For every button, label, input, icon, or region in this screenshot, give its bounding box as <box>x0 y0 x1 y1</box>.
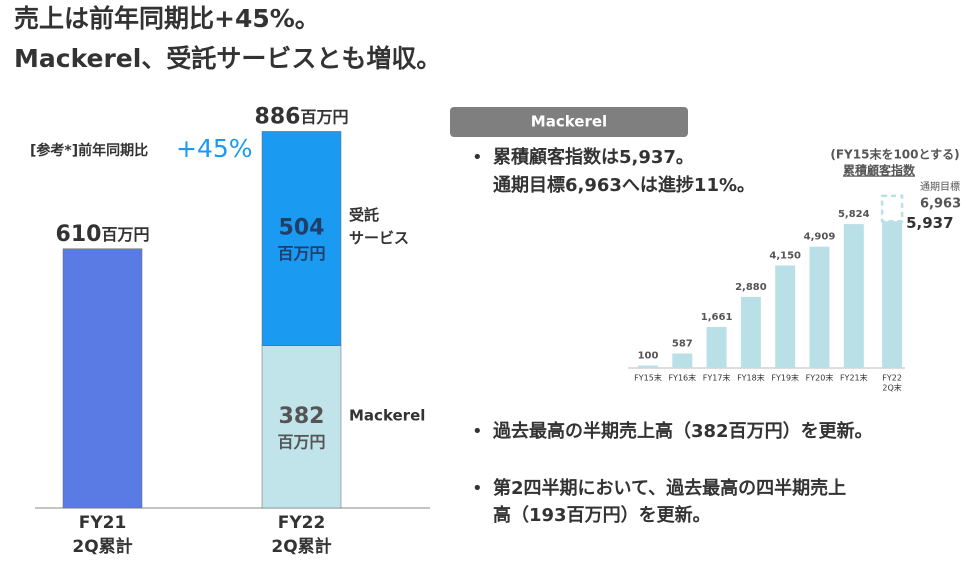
bar <box>775 265 796 368</box>
bullet-dot: • <box>472 147 483 168</box>
total-unit: 百万円 <box>300 107 348 126</box>
bar <box>706 326 727 368</box>
x-tick-label: FY15末 <box>634 373 662 383</box>
legend-label: Mackerel <box>349 406 425 424</box>
value-label: 5,824 <box>838 209 870 220</box>
bullet-text: 通期目標6,963へは進捗11%。 <box>493 174 755 196</box>
bar-segment <box>261 131 342 346</box>
segment-value: 504 <box>279 216 325 241</box>
value-label: 2,880 <box>735 282 767 293</box>
x-tick-label: FY16末 <box>668 373 696 383</box>
tag: Mackerel <box>531 113 607 131</box>
value-label: 587 <box>672 338 693 349</box>
value-label: 5,937 <box>906 214 953 232</box>
x-tick-label: FY22 <box>882 374 902 383</box>
segment-value: 382 <box>279 404 325 429</box>
bullet-text: 高（193百万円）を更新。 <box>493 504 711 526</box>
bar <box>740 296 761 368</box>
value-label: 4,909 <box>804 232 836 243</box>
x-tick-label: FY18末 <box>737 373 765 383</box>
annotation-label: [参考*]前年同期比 <box>30 142 148 159</box>
title: Mackerel、受託サービスとも増収。 <box>14 44 441 73</box>
segment-unit: 百万円 <box>277 432 325 451</box>
bar <box>809 246 830 368</box>
x-tick-label: FY21末 <box>840 373 868 383</box>
tag-box <box>450 107 688 137</box>
chart-subtitle: 累積顧客指数 <box>843 163 916 178</box>
x-tick-label: FY20末 <box>806 373 834 383</box>
value-label: 1,661 <box>701 312 733 323</box>
x-tick-label: FY21 <box>79 513 127 533</box>
value-label: 100 <box>638 351 659 362</box>
bullet-text: 過去最高の半期売上高（382百万円）を更新。 <box>493 420 873 442</box>
bullet-dot: • <box>472 478 483 499</box>
bar <box>843 224 864 368</box>
value-label: 4,150 <box>769 250 801 261</box>
x-tick-label: FY17末 <box>703 373 731 383</box>
legend-label: サービス <box>349 229 409 247</box>
total-label: 610百万円 <box>56 222 150 247</box>
bar-segment <box>62 248 143 509</box>
x-tick-label: FY22 <box>278 513 326 533</box>
target-bar <box>880 194 904 223</box>
title: 売上は前年同期比+45%。 <box>14 4 320 33</box>
bar <box>882 221 903 368</box>
target-value: 6,963 <box>920 197 961 212</box>
chart-title: (FY15末を100とする) <box>830 147 959 162</box>
total-unit: 百万円 <box>101 224 149 243</box>
bullet-text: 累積顧客指数は5,937。 <box>493 146 694 168</box>
x-tick-label: 2Q累計 <box>271 536 331 557</box>
bar-segment <box>261 345 342 509</box>
total-value: 886 <box>255 104 301 129</box>
bullet-dot: • <box>472 421 483 442</box>
x-tick-label: 2Q末 <box>882 383 901 393</box>
legend-label: 受託 <box>349 206 379 224</box>
annotation-value: +45% <box>176 134 253 163</box>
total-label: 886百万円 <box>255 104 349 129</box>
target-label: 通期目標 <box>920 180 960 193</box>
bullet-text: 第2四半期において、過去最高の四半期売上 <box>493 477 846 499</box>
x-tick-label: 2Q累計 <box>72 536 132 557</box>
x-tick-label: FY19末 <box>771 373 799 383</box>
segment-unit: 百万円 <box>277 244 325 263</box>
bar <box>638 365 658 368</box>
total-value: 610 <box>56 222 102 247</box>
bar <box>672 353 693 368</box>
